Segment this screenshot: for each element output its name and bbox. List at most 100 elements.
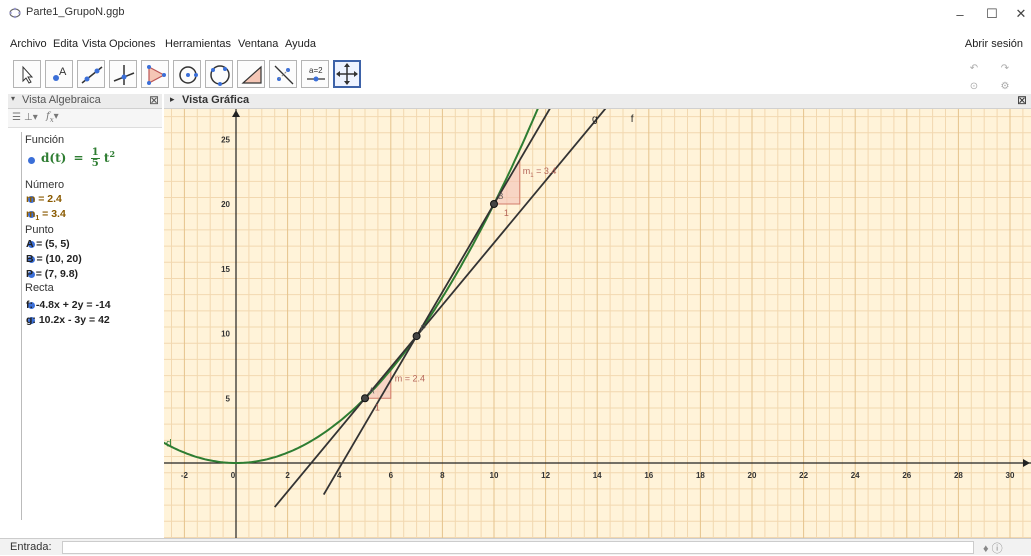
x-tick-label: 26 [902, 471, 911, 480]
algebra-view-title: Vista Algebraica [22, 94, 101, 106]
circle-tool-button[interactable] [173, 60, 201, 88]
object-labels: d g f A B Pm = 2.4 1 1 m1 = 3.4 [166, 114, 634, 449]
line-f[interactable] [274, 109, 644, 508]
fraction: 1 5 [90, 147, 100, 169]
menu-vista[interactable]: Vista [82, 38, 107, 50]
point-a-entry[interactable]: A = (5, 5) [26, 238, 70, 250]
input-bar: Entrada: ♦ ⓘ [0, 538, 1031, 555]
y-tick-label: 10 [221, 330, 230, 339]
x-tick-label: 24 [851, 471, 860, 480]
input-help-icons[interactable]: ♦ ⓘ [983, 543, 1003, 555]
category-punto: Punto [25, 224, 54, 236]
help-icon[interactable]: ⊙ [969, 80, 979, 92]
angle-icon [241, 65, 262, 84]
window-title: Parte1_GrupoN.ggb [26, 6, 125, 18]
menu-ventana[interactable]: Ventana [238, 38, 279, 50]
circle-icon [179, 66, 198, 84]
function-d-entry[interactable]: d(t) = 1 5 t2 [41, 147, 116, 169]
x-tick-label: 10 [490, 471, 499, 480]
slope-label-m: m = 2.4 [395, 373, 425, 383]
menu-edita[interactable]: Edita [53, 38, 79, 50]
conic-tool-button[interactable] [205, 60, 233, 88]
svg-text:A: A [59, 66, 67, 78]
input-field[interactable] [62, 541, 974, 554]
line-g[interactable] [322, 109, 567, 496]
visibility-toggle-m1[interactable] [28, 211, 35, 218]
y-tick-label: 5 [226, 394, 231, 403]
visibility-toggle-d[interactable] [28, 157, 35, 164]
x-tick-label: 22 [799, 471, 808, 480]
perpendicular-tool-button[interactable] [109, 60, 137, 88]
line-label-g: g [592, 114, 598, 125]
slider-icon: a=2 [307, 66, 325, 82]
run-label-m: 1 [375, 402, 380, 412]
y-tick-label: 15 [221, 265, 230, 274]
category-funcion: Función [25, 134, 65, 146]
close-button[interactable]: ✕ [1015, 6, 1027, 21]
polygon-icon [147, 65, 166, 85]
graphics-close-icon[interactable]: ⊠ [1017, 93, 1028, 107]
visibility-toggle-b[interactable] [28, 256, 35, 263]
number-m1-entry[interactable]: m1 = 3.4 [26, 208, 66, 223]
visibility-toggle-a[interactable] [28, 241, 35, 248]
x-tick-label: 8 [440, 471, 445, 480]
reflect-tool-button[interactable] [269, 60, 297, 88]
minimize-button[interactable]: – [956, 6, 964, 22]
visibility-toggle-m[interactable] [28, 196, 35, 203]
y-axis-arrow [232, 110, 240, 117]
y-tick-label: 20 [221, 200, 230, 209]
algebra-close-icon[interactable]: ⊠ [149, 93, 160, 107]
collapse-triangle-icon[interactable]: ▾ [11, 94, 16, 103]
move-graphics-tool-button[interactable] [333, 60, 361, 88]
x-tick-label: 4 [337, 471, 342, 480]
point-p-entry[interactable]: P = (7, 9.8) [26, 268, 79, 280]
function-d-curve[interactable] [164, 109, 649, 464]
graphics-view-title: Vista Gráfica [182, 94, 250, 106]
visibility-toggle-p[interactable] [28, 271, 35, 278]
perpendicular-line-icon [113, 65, 135, 85]
point-label-a: A [369, 386, 375, 395]
x-tick-label: 2 [285, 471, 290, 480]
move-tool-button[interactable] [13, 60, 41, 88]
point-tool-button[interactable]: A [45, 60, 73, 88]
menu-archivo[interactable]: Archivo [10, 38, 47, 50]
tree-line [21, 132, 22, 520]
visibility-toggle-f[interactable] [28, 302, 35, 309]
redo-button[interactable]: ↷ [1000, 62, 1010, 74]
undo-button[interactable]: ↶ [969, 62, 979, 74]
polygon-tool-button[interactable] [141, 60, 169, 88]
category-numero: Número [25, 179, 65, 191]
sort-icon[interactable]: ☰ [12, 112, 21, 123]
x-tick-label: 0 [231, 471, 236, 480]
x-tick-label: 28 [954, 471, 963, 480]
graphics-view[interactable]: -2 0 2 4 6 8 10 12 14 16 18 20 22 24 26 28 30 510152025 … [164, 109, 1031, 538]
x-tick-labels: -2 0 2 4 6 8 10 12 14 16 18 20 22 24 26 28 30 [181, 471, 1015, 480]
slider-tool-button[interactable]: a=2 [301, 60, 329, 88]
maximize-button[interactable]: ☐ [986, 6, 998, 21]
point-b-entry[interactable]: B = (10, 20) [26, 253, 82, 265]
fx-menu[interactable]: fx▾ [46, 111, 59, 124]
number-m-entry[interactable]: m = 2.4 [26, 193, 62, 205]
line-g-entry[interactable]: g: 10.2x - 3y = 42 [26, 314, 110, 326]
curve-label-d: d [166, 438, 172, 449]
x-tick-label: 14 [593, 471, 602, 480]
sort-dropdown-icon[interactable]: ⊥▾ [24, 112, 38, 123]
line-tool-button[interactable] [77, 60, 105, 88]
visibility-toggle-g[interactable] [28, 317, 35, 324]
sign-in-link[interactable]: Abrir sesión [964, 38, 1023, 50]
run-label-m1: 1 [504, 208, 509, 218]
point-a [361, 394, 369, 403]
point-label-p: P [421, 324, 426, 333]
expand-triangle-icon[interactable]: ▸ [170, 94, 175, 104]
menu-herramientas[interactable]: Herramientas [165, 38, 232, 50]
x-axis-arrow [1023, 459, 1030, 467]
line-f-entry[interactable]: f: -4.8x + 2y = -14 [26, 299, 111, 311]
settings-icon[interactable]: ⚙ [1000, 80, 1010, 92]
x-tick-label: 18 [696, 471, 705, 480]
line-label-f: f [631, 114, 634, 125]
angle-tool-button[interactable] [237, 60, 265, 88]
menu-ayuda[interactable]: Ayuda [285, 38, 316, 50]
line-icon [81, 66, 103, 84]
menu-opciones[interactable]: Opciones [109, 38, 156, 50]
x-tick-label: 16 [644, 471, 653, 480]
